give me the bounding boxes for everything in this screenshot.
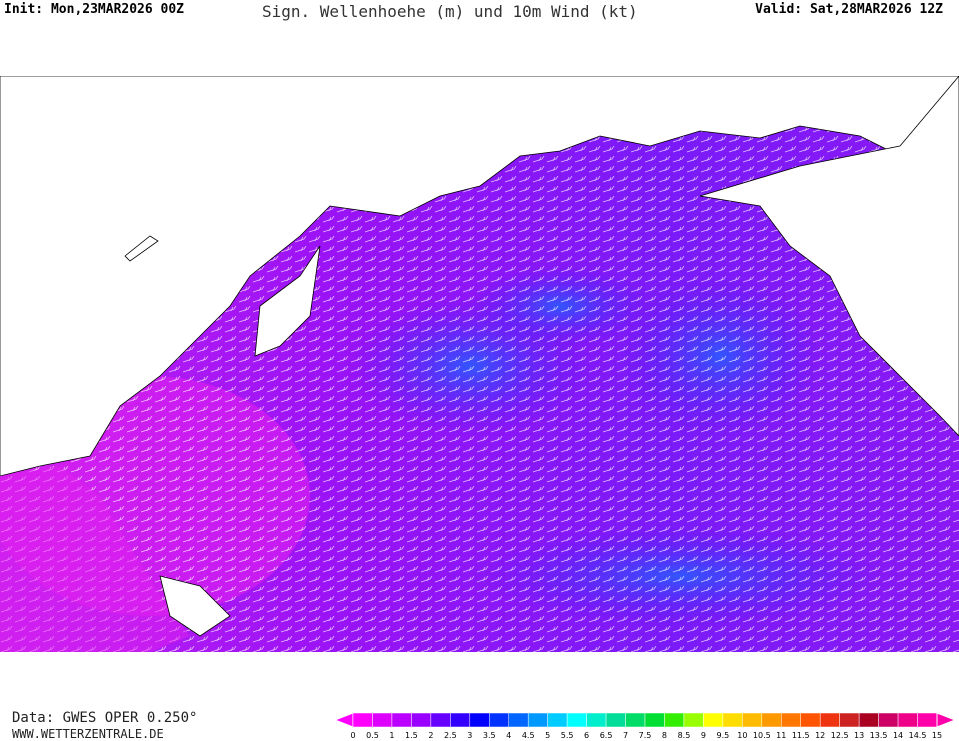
scale-label: 6	[584, 731, 589, 740]
map-title: Sign. Wellenhoehe (m) und 10m Wind (kt)	[262, 2, 638, 21]
scale-label: 2	[428, 731, 433, 740]
scale-box	[586, 712, 607, 728]
scale-label: 12.5	[831, 731, 849, 740]
scale-label: 11	[776, 731, 786, 740]
scale-box	[819, 712, 840, 728]
map	[0, 76, 959, 652]
scale-box	[372, 712, 393, 728]
scale-box	[566, 712, 587, 728]
island	[159, 575, 231, 637]
scale-box	[644, 712, 665, 728]
scale-label: 3.5	[483, 731, 496, 740]
scale-box	[878, 712, 899, 728]
scale-box	[664, 712, 685, 728]
scale-box	[469, 712, 490, 728]
scale-label: 12	[815, 731, 825, 740]
scale-box	[761, 712, 782, 728]
scale-box	[781, 712, 801, 728]
scale-label: 5.5	[561, 731, 574, 740]
scale-label: 3	[467, 731, 472, 740]
coastal-sea	[0, 466, 190, 652]
scale-label: 9.5	[716, 731, 729, 740]
scale-box	[508, 712, 529, 728]
valid-time: Valid: Sat,28MAR2026 12Z	[755, 2, 943, 17]
scale-label: 5	[545, 731, 550, 740]
scale-box	[352, 712, 373, 728]
scale-label: 8.5	[678, 731, 691, 740]
scale-box	[605, 712, 626, 728]
scale-box	[839, 712, 860, 728]
scale-arrow	[936, 712, 957, 728]
land-america	[699, 76, 959, 437]
scale-label: 0.5	[366, 731, 379, 740]
scale-box	[897, 712, 918, 728]
scale-label: 7.5	[639, 731, 652, 740]
japan	[254, 245, 321, 357]
scale-label: 2.5	[444, 731, 457, 740]
website: WWW.WETTERZENTRALE.DE	[12, 727, 164, 741]
scale-box	[800, 712, 821, 728]
scale-label: 14	[893, 731, 903, 740]
scale-label: 13	[854, 731, 864, 740]
scale-box	[430, 712, 451, 728]
init-time: Init: Mon,23MAR2026 00Z	[4, 2, 185, 17]
scale-label: 10	[737, 731, 747, 740]
scale-label: 1.5	[405, 731, 418, 740]
scale-box	[450, 712, 471, 728]
island	[124, 235, 159, 262]
data-source: Data: GWES OPER 0.250°	[12, 710, 198, 726]
color-scale: 0 0.5 1 1.5 2 2.5 3 3.5 4 4.5 5 5.5 6 6.5 7 7.5 8 8.5 9 9.5…	[333, 712, 957, 740]
scale-label: 7	[623, 731, 628, 740]
scale-box	[391, 712, 412, 728]
scale-label: 4.5	[522, 731, 535, 740]
scale-label: 1	[389, 731, 394, 740]
scale-box	[683, 712, 704, 728]
scale-label: 10.5	[753, 731, 771, 740]
scale-box	[547, 712, 568, 728]
scale-box	[703, 712, 724, 728]
scale-box	[722, 712, 743, 728]
scale-box	[527, 712, 548, 728]
scale-box	[625, 712, 646, 728]
scale-arrow	[333, 712, 354, 728]
scale-label: 11.5	[792, 731, 810, 740]
scale-box	[489, 712, 509, 728]
scale-box	[917, 712, 938, 728]
scale-label: 13.5	[870, 731, 888, 740]
scale-label: 6.5	[600, 731, 613, 740]
scale-label: 4	[506, 731, 511, 740]
scale-label: 8	[662, 731, 667, 740]
scale-box	[411, 712, 432, 728]
scale-box	[742, 712, 763, 728]
scale-box	[858, 712, 879, 728]
scale-label: 0	[350, 731, 355, 740]
land-north	[0, 76, 959, 477]
scale-label: 14.5	[909, 731, 927, 740]
scale-label: 9	[701, 731, 706, 740]
scale-label: 15	[932, 731, 942, 740]
